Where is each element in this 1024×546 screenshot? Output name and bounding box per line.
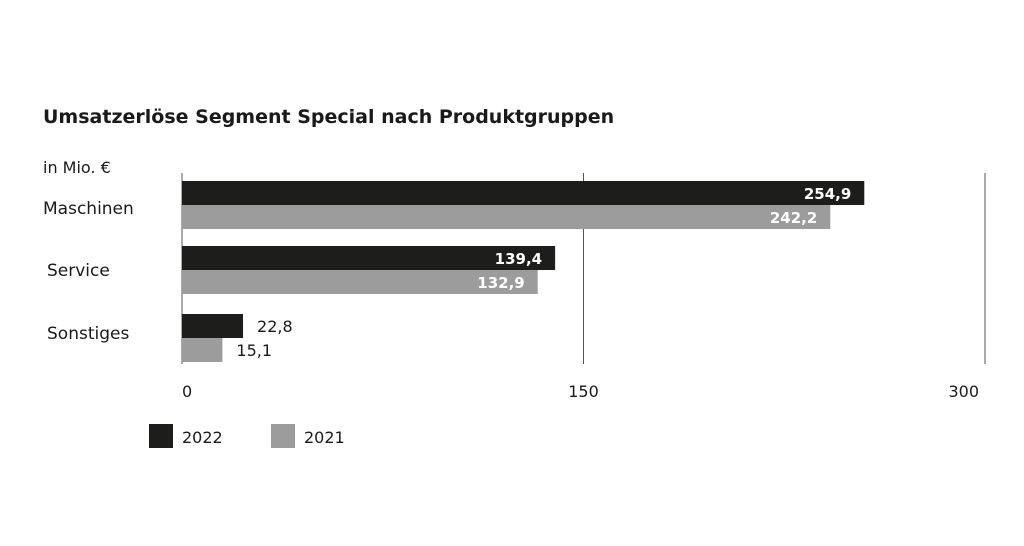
category-label-maschinen: Maschinen: [43, 199, 134, 219]
value-label-maschinen-2022: 254,9: [804, 185, 851, 203]
category-label-sonstiges: Sonstiges: [47, 324, 129, 344]
x-tick-label-300: 300: [948, 382, 979, 401]
legend: 2022 2021: [149, 424, 345, 448]
bar-sonstiges-2021: [182, 338, 223, 362]
value-label-sonstiges-2021: 15,1: [236, 341, 272, 360]
unit-label: in Mio. €: [43, 158, 111, 177]
legend-swatch-2021: [271, 424, 295, 448]
legend-swatch-2022: [149, 424, 173, 448]
category-labels: Maschinen Service Sonstiges: [43, 199, 134, 344]
legend-label-2021: 2021: [304, 428, 345, 447]
bar-maschinen-2021: [182, 205, 831, 229]
bar-service-2021: [182, 270, 538, 294]
bar-sonstiges-2022: [182, 314, 244, 338]
bars: [182, 181, 865, 362]
category-label-service: Service: [47, 261, 110, 281]
value-label-service-2021: 132,9: [477, 274, 524, 292]
chart-title: Umsatzerlöse Segment Special nach Produk…: [43, 106, 614, 128]
x-tick-label-150: 150: [568, 382, 599, 401]
value-label-service-2022: 139,4: [495, 250, 542, 268]
value-labels: 254,9 242,2 139,4 132,9 22,8 15,1: [236, 185, 851, 360]
x-tick-label-0: 0: [182, 382, 192, 401]
bar-service-2022: [182, 246, 556, 270]
bar-maschinen-2022: [182, 181, 865, 205]
legend-label-2022: 2022: [182, 428, 223, 447]
x-axis-ticks: 0 150 300: [182, 382, 979, 401]
value-label-maschinen-2021: 242,2: [770, 209, 817, 227]
value-label-sonstiges-2022: 22,8: [257, 317, 293, 336]
